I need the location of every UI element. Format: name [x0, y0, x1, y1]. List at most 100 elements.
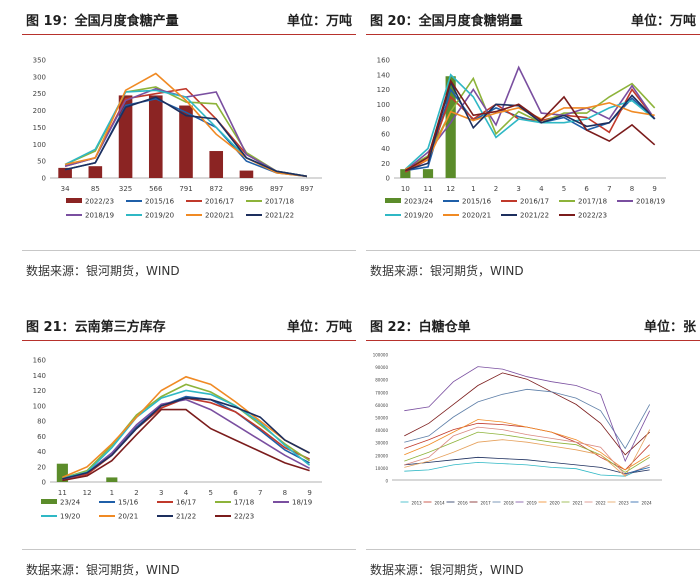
panel-header: 图 22：白糖仓单 单位：张 [366, 306, 700, 341]
series-line [64, 96, 308, 178]
x-tick-label: 791 [179, 185, 192, 193]
unit-label: 单位：万吨 [630, 14, 696, 29]
y-tick-label: 60000 [375, 403, 388, 408]
panel-production: 图 19：全国月度食糖产量 单位：万吨 0 50 100 150 200 250 300 35… [22, 0, 356, 290]
x-tick-label: 85 [91, 185, 100, 193]
legend-label: 2019/20 [145, 212, 174, 220]
series-line [625, 467, 650, 475]
y-tick-label: 30000 [375, 441, 388, 446]
x-tick-label: 566 [149, 185, 163, 193]
legend-label: 15/16 [118, 499, 139, 507]
bar [209, 151, 224, 178]
x-tick-label: 5 [208, 489, 212, 497]
series-line [404, 431, 650, 473]
series-line [62, 375, 310, 479]
y-tick-label: 140 [377, 71, 390, 79]
legend-label: 2018 [504, 501, 515, 506]
y-tick-label: 160 [377, 57, 390, 65]
bar [88, 166, 103, 178]
x-tick-label: 5 [562, 185, 566, 193]
x-tick-label: 3 [159, 489, 163, 497]
y-tick-label: 150 [33, 124, 46, 132]
panel-yunnan-inventory: 图 21：云南第三方库存 单位：万吨 0 20 40 60 80 100 120 140 160… [22, 306, 356, 586]
series-line [404, 73, 656, 170]
legend-label: 22/23 [234, 513, 254, 521]
legend-label: 2020/21 [205, 212, 234, 220]
x-tick-label: 2 [494, 185, 498, 193]
panel-header: 图 19：全国月度食糖产量 单位：万吨 [22, 0, 356, 35]
x-tick-label: 4 [539, 185, 544, 193]
panel-header: 图 20：全国月度食糖销量 单位：万吨 [366, 0, 700, 35]
x-tick-label: 2 [134, 489, 138, 497]
bar [445, 76, 456, 178]
x-tick-label: 4 [184, 489, 189, 497]
legend-label: 19/20 [60, 513, 80, 521]
bar [179, 105, 193, 178]
legend-label: 2022 [596, 501, 607, 506]
x-tick-label: 9 [307, 489, 311, 497]
legend-label: 2020/21 [462, 212, 491, 220]
x-tick-label: 11 [58, 489, 67, 497]
y-tick-label: 0 [42, 175, 46, 183]
x-tick-label: 8 [283, 489, 287, 497]
panel-warehouse-receipts: 图 22：白糖仓单 单位：张 0 10000 20000 30000 40000 5000… [366, 306, 700, 586]
production-chart: 0 50 100 150 200 250 300 350 34 85 325 566 791 872 896… [33, 57, 322, 220]
x-tick-label: 872 [210, 185, 223, 193]
legend-label: 2020 [550, 501, 561, 506]
x-tick-label: 6 [584, 185, 589, 193]
y-tick-label: 40000 [375, 428, 388, 433]
legend-label: 17/18 [234, 499, 254, 507]
series-line [64, 72, 307, 178]
panel-header: 图 21：云南第三方库存 单位：万吨 [22, 306, 356, 341]
bar [118, 95, 133, 178]
y-tick-label: 80 [381, 116, 390, 124]
legend-label: 21/22 [176, 513, 196, 521]
bar [58, 167, 72, 178]
y-tick-label: 300 [33, 73, 46, 81]
bar [56, 463, 68, 482]
series-line [62, 398, 310, 481]
y-tick-label: 20 [381, 160, 390, 168]
y-tick-label: 100000 [373, 353, 389, 358]
y-tick-label: 350 [33, 57, 46, 65]
unit-label: 单位：万吨 [286, 320, 352, 335]
source-note: 数据来源：银河期货，WIND [370, 563, 524, 577]
legend-label: 2023/24 [404, 198, 434, 206]
bar [148, 95, 163, 178]
legend-label: 2021/22 [265, 212, 294, 220]
legend-label: 23/24 [60, 499, 81, 507]
series-line [62, 397, 310, 480]
series-line [62, 408, 310, 482]
y-tick-label: 250 [33, 90, 46, 98]
source-divider [366, 549, 700, 550]
legend-label: 2019 [527, 501, 538, 506]
x-tick-label: 10 [401, 185, 410, 193]
x-tick-label: 8 [630, 185, 634, 193]
legend-label: 2016/17 [520, 198, 549, 206]
y-tick-label: 20000 [375, 453, 388, 458]
x-tick-label: 7 [258, 489, 262, 497]
chart-title: 图 22：白糖仓单 [370, 320, 471, 335]
legend-label: 2022/23 [85, 198, 114, 206]
series-line [404, 461, 650, 477]
x-tick-label: 897 [270, 185, 283, 193]
x-tick-label: 325 [119, 185, 132, 193]
series-line [404, 388, 651, 450]
y-tick-label: 160 [33, 357, 46, 365]
y-tick-label: 60 [37, 433, 46, 441]
chart-title: 图 21：云南第三方库存 [26, 320, 166, 335]
legend-label: 2017 [481, 501, 492, 506]
legend-label: 2016/17 [205, 198, 234, 206]
series-line [404, 426, 650, 476]
x-tick-label: 3 [516, 185, 520, 193]
y-tick-label: 80 [37, 418, 46, 426]
panel-sales: 图 20：全国月度食糖销量 单位：万吨 0 20 40 60 80 100 120 140 16… [366, 0, 700, 290]
y-tick-label: 50000 [375, 416, 388, 421]
y-tick-label: 140 [33, 372, 46, 380]
x-tick-label: 34 [61, 185, 70, 193]
legend-label: 2013 [412, 501, 423, 506]
bar [422, 169, 434, 178]
bar [400, 169, 411, 178]
series-line [404, 429, 651, 477]
